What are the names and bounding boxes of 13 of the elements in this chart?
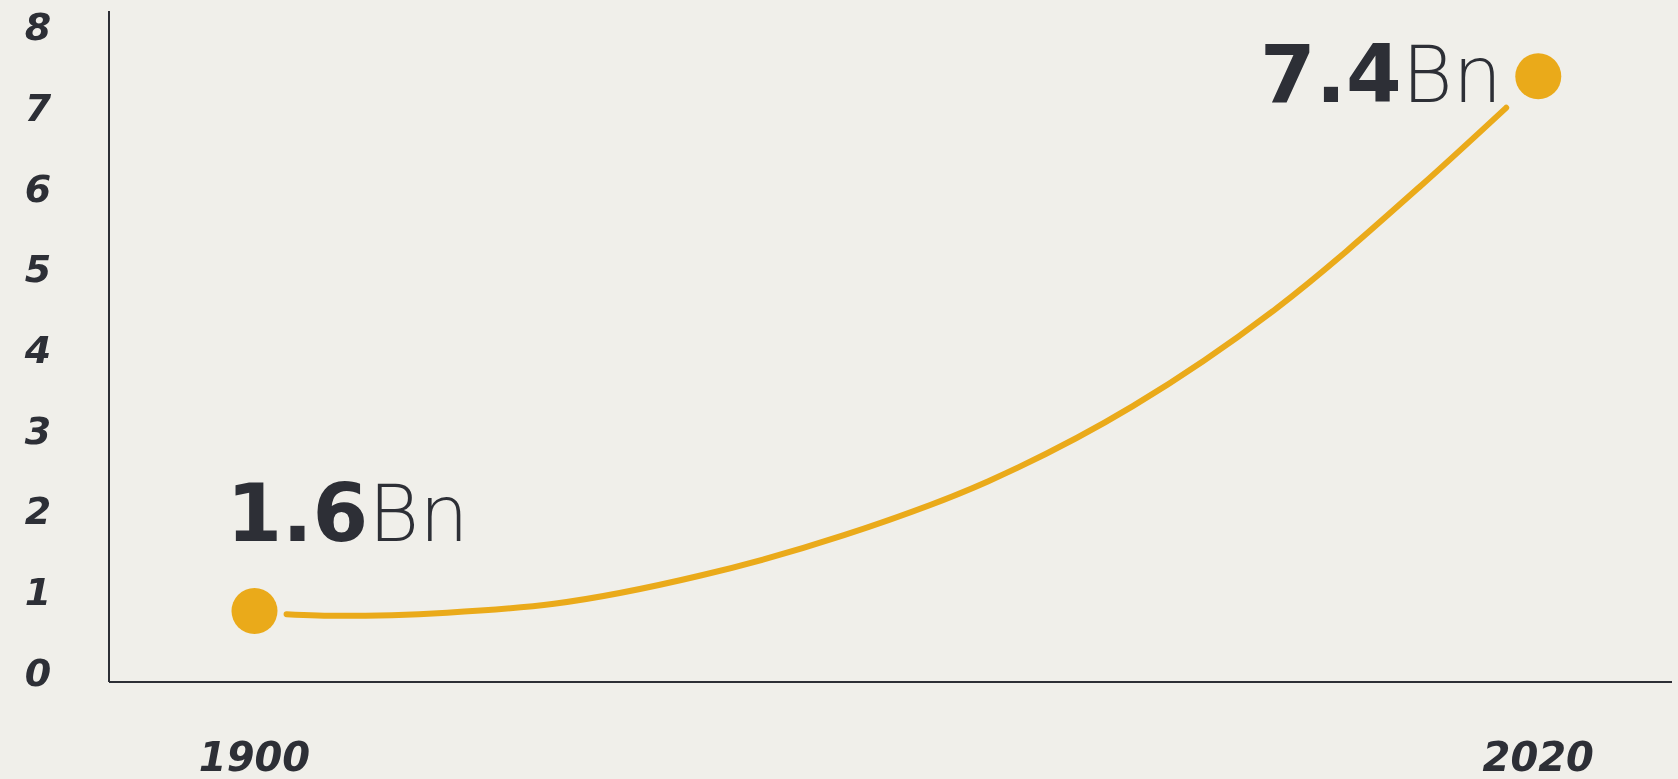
y-tick-label: 3 (24, 408, 52, 453)
y-tick-label: 5 (24, 247, 52, 292)
annotation: 7.4Bn (1260, 28, 1503, 122)
y-tick-label: 6 (24, 166, 52, 211)
x-tick-label: 1900 (198, 734, 311, 779)
y-tick-label: 7 (24, 86, 52, 131)
x-tick-label: 2020 (1482, 734, 1594, 779)
y-tick-label: 0 (24, 650, 52, 695)
y-tick-label: 2 (24, 489, 52, 534)
annotation: 1.6Bn (226, 467, 469, 561)
y-tick-label: 4 (23, 328, 52, 373)
y-tick-label: 1 (24, 569, 52, 614)
y-tick-label: 8 (24, 5, 52, 50)
